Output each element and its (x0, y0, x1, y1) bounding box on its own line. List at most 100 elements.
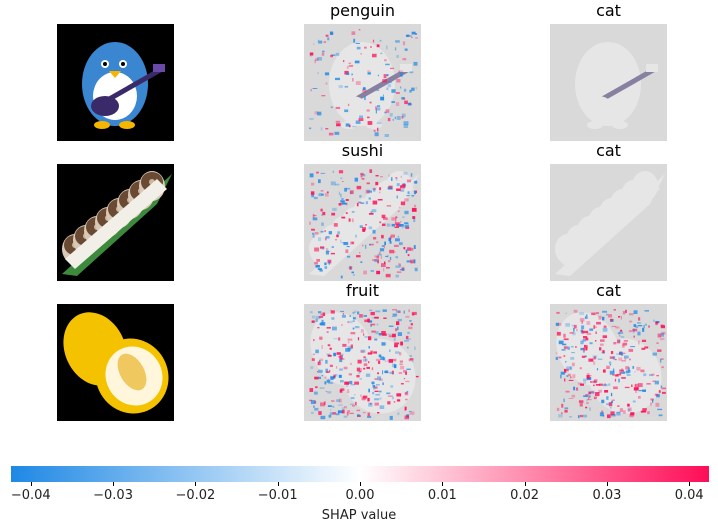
shap-pixel (316, 171, 319, 174)
shap-pixel (412, 359, 414, 363)
shap-pixel (388, 237, 391, 242)
shap-pixel (397, 210, 400, 213)
shap-pixel (386, 74, 389, 77)
shap-pixel (394, 226, 399, 228)
shap-pixel (373, 130, 376, 132)
shap-pixel (313, 215, 317, 217)
shap-pixel (380, 96, 385, 101)
shap-pixel (581, 325, 585, 330)
shap-pixel (593, 356, 596, 360)
shap-pixel (347, 347, 352, 351)
shap-pixel (396, 399, 401, 402)
shap-pixel (387, 359, 389, 362)
explanation-title: sushi (341, 141, 384, 160)
shap-pixel (314, 232, 319, 235)
shap-explanation-map (304, 304, 421, 421)
shap-pixel (311, 182, 315, 186)
shap-pixel (369, 169, 373, 173)
shap-pixel (660, 324, 664, 327)
colorbar-tick-label: 0.00 (345, 488, 375, 503)
shap-pixel (386, 267, 390, 269)
shap-pixel (395, 40, 400, 43)
shap-pixel (563, 333, 566, 338)
shap-pixel (606, 403, 610, 406)
shap-pixel (582, 378, 588, 381)
shap-pixel (350, 384, 355, 386)
shap-pixel (387, 395, 393, 397)
shap-pixel (568, 379, 574, 381)
shap-pixel (318, 369, 323, 373)
shap-pixel (380, 176, 383, 178)
shap-pixel (359, 115, 363, 118)
shap-pixel (570, 376, 572, 379)
shap-pixel (354, 177, 358, 182)
shap-pixel (325, 368, 329, 373)
shap-pixel (399, 352, 402, 356)
shap-pixel (356, 46, 361, 50)
colorbar-tick-label: 0.04 (674, 488, 704, 503)
shap-pixel (381, 214, 386, 218)
shap-pixel (655, 402, 660, 407)
shap-pixel (352, 320, 355, 322)
colorbar-tick (689, 482, 691, 486)
colorbar-tick-label: −0.01 (257, 488, 298, 503)
shap-pixel (386, 45, 388, 50)
shap-pixel (315, 265, 320, 268)
shap-pixel (584, 355, 587, 358)
shap-pixel (327, 405, 332, 407)
shap-pixel (397, 326, 399, 331)
shap-pixel (391, 217, 397, 221)
shap-pixel (563, 346, 568, 349)
shap-pixel (658, 390, 661, 393)
shap-pixel (341, 242, 346, 244)
shap-pixel (353, 394, 356, 396)
shap-pixel (377, 253, 382, 256)
shap-pixel (344, 187, 347, 192)
shap-pixel (367, 121, 373, 125)
shap-pixel (367, 412, 370, 417)
shap-pixel (377, 74, 379, 77)
shap-pixel (348, 373, 352, 376)
shap-pixel (379, 248, 385, 252)
shap-pixel (312, 353, 315, 356)
shap-pixel (397, 311, 401, 313)
shap-pixel (571, 324, 575, 327)
shap-pixel (401, 225, 404, 229)
shap-pixel (396, 183, 400, 187)
shap-pixel (406, 179, 411, 183)
shap-pixel (579, 312, 585, 315)
shap-pixel (395, 238, 400, 242)
shap-pixel (326, 250, 331, 252)
shap-pixel (330, 32, 333, 35)
shap-pixel (638, 317, 641, 321)
shap-pixel (643, 373, 647, 377)
shap-pixel (630, 412, 635, 416)
shap-pixel (414, 267, 418, 272)
shap-pixel (359, 314, 363, 318)
shap-pixel (588, 391, 593, 393)
shap-pixel (335, 77, 340, 81)
shap-pixel (360, 350, 365, 353)
shap-pixel (604, 390, 609, 393)
shap-pixel (352, 404, 355, 407)
shap-pixel (325, 34, 329, 37)
shap-pixel (401, 184, 406, 187)
shap-pixel (409, 35, 412, 37)
shap-pixel (565, 361, 567, 363)
shap-pixel (388, 81, 393, 84)
shap-pixel (320, 208, 323, 212)
shap-pixel (626, 374, 631, 376)
shap-pixel (396, 216, 398, 218)
shap-pixel (384, 134, 389, 137)
shap-pixel (336, 366, 338, 369)
shap-pixel (329, 309, 332, 311)
shap-pixel (585, 394, 589, 396)
shap-explanation-map (304, 24, 421, 141)
shap-pixel (321, 193, 324, 196)
colorbar-tick (606, 482, 608, 486)
shap-pixel (410, 323, 413, 326)
shap-pixel (593, 396, 598, 398)
shap-pixel (406, 338, 411, 340)
shap-pixel (621, 352, 626, 354)
shap-pixel (632, 400, 636, 403)
